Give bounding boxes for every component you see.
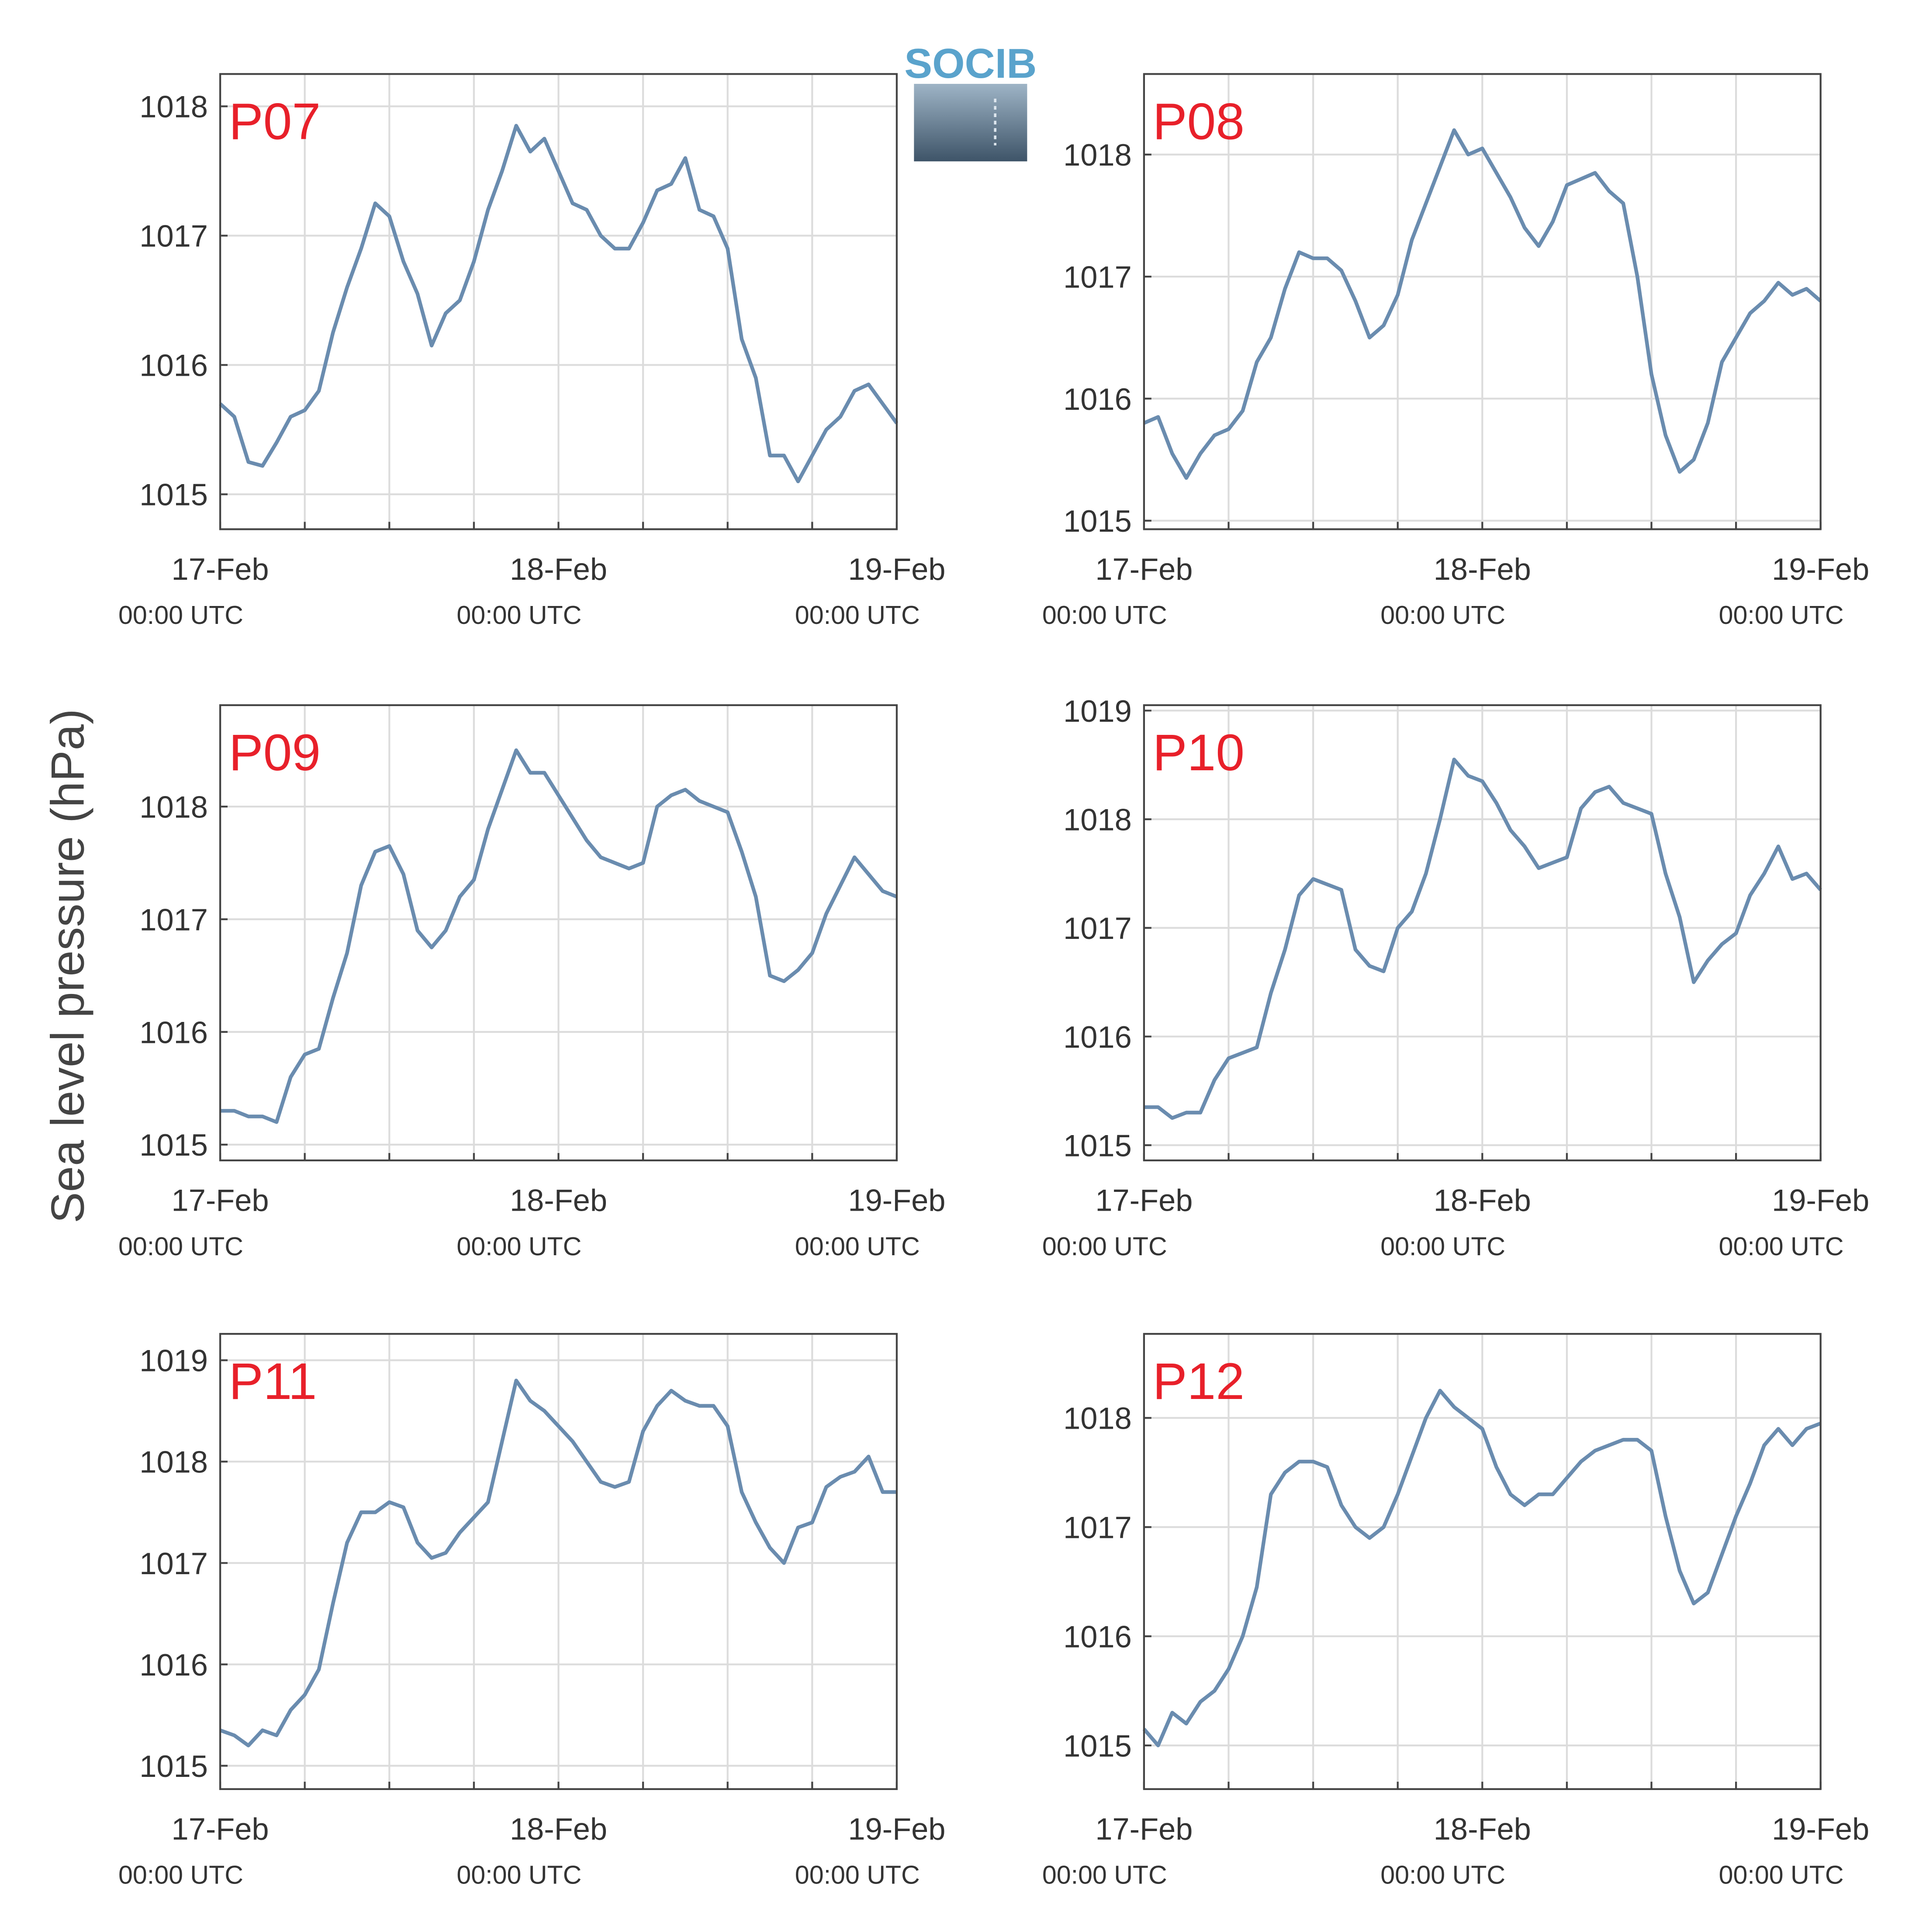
- x-tick-sublabel: 00:00 UTC: [118, 600, 243, 630]
- panel-title: P07: [229, 93, 321, 151]
- x-tick-label: 19-Feb: [1772, 552, 1869, 586]
- x-tick-sublabel: 00:00 UTC: [1380, 1860, 1505, 1890]
- x-tick-sublabel: 00:00 UTC: [795, 600, 920, 630]
- y-tick-label: 1016: [1063, 1619, 1132, 1654]
- y-tick-label: 1018: [139, 789, 208, 824]
- y-tick-label: 1016: [139, 348, 208, 383]
- data-line: [219, 1378, 897, 1748]
- panel-title: P12: [1153, 1353, 1245, 1410]
- x-tick-label: 17-Feb: [172, 1183, 269, 1217]
- y-tick-label: 1015: [1063, 1128, 1132, 1163]
- x-tick-sublabel: 00:00 UTC: [1042, 1860, 1167, 1890]
- y-tick-label: 1019: [1063, 694, 1132, 728]
- y-tick-label: 1017: [1063, 911, 1132, 945]
- logo: SOCIB: [904, 40, 1037, 162]
- x-tick-label: 18-Feb: [1434, 552, 1531, 586]
- x-tick-sublabel: 00:00 UTC: [1380, 600, 1505, 630]
- panel: 1015 1016 1017 1018 1019 17-Feb 00:00 UTC 18-Fe…: [1042, 694, 1869, 1261]
- x-tick-label: 18-Feb: [1434, 1183, 1531, 1217]
- y-tick-label: 1016: [1063, 1020, 1132, 1054]
- plot-frame: [1143, 704, 1822, 1162]
- panel: 1015 1016 1017 1018 17-Feb 00:00 UTC 18-Feb 00:…: [118, 73, 945, 630]
- x-tick-sublabel: 00:00 UTC: [1719, 600, 1844, 630]
- y-tick-label: 1017: [1063, 1510, 1132, 1545]
- data-line: [1142, 1388, 1822, 1748]
- y-tick-label: 1015: [139, 1128, 208, 1162]
- panel: 1015 1016 1017 1018 17-Feb 00:00 UTC 18-Feb 00:…: [118, 704, 945, 1261]
- x-tick-sublabel: 00:00 UTC: [795, 1232, 920, 1261]
- y-tick-label: 1015: [1063, 1728, 1132, 1763]
- x-tick-label: 19-Feb: [848, 1183, 945, 1217]
- x-tick-label: 18-Feb: [510, 1811, 607, 1846]
- x-tick-label: 17-Feb: [1095, 1811, 1193, 1846]
- plot-frame: [219, 704, 898, 1162]
- x-tick-sublabel: 00:00 UTC: [456, 1232, 581, 1261]
- data-line: [1143, 128, 1822, 480]
- x-tick-sublabel: 00:00 UTC: [118, 1860, 243, 1890]
- x-tick-label: 18-Feb: [1434, 1811, 1531, 1846]
- x-tick-sublabel: 00:00 UTC: [1042, 1232, 1167, 1261]
- x-tick-sublabel: 00:00 UTC: [1719, 1232, 1844, 1261]
- x-tick-label: 17-Feb: [172, 552, 269, 586]
- panel: 1015 1016 1017 1018 1019 17-Feb 00:00 UTC 18-Fe…: [118, 1333, 945, 1890]
- y-tick-label: 1017: [139, 219, 208, 253]
- x-tick-label: 19-Feb: [1772, 1183, 1869, 1217]
- y-tick-label: 1016: [139, 1648, 208, 1682]
- y-tick-label: 1017: [1063, 260, 1132, 294]
- panel-title: P10: [1153, 724, 1245, 782]
- x-tick-label: 19-Feb: [1772, 1811, 1869, 1846]
- x-tick-sublabel: 00:00 UTC: [1380, 1232, 1505, 1261]
- plot-frame: [1143, 73, 1822, 530]
- y-tick-label: 1016: [1063, 382, 1132, 416]
- y-tick-label: 1018: [139, 1445, 208, 1479]
- y-tick-label: 1017: [139, 902, 208, 937]
- x-tick-label: 17-Feb: [1095, 1183, 1193, 1217]
- x-tick-sublabel: 00:00 UTC: [1042, 600, 1167, 630]
- x-tick-sublabel: 00:00 UTC: [118, 1232, 243, 1261]
- y-tick-label: 1019: [139, 1343, 208, 1378]
- data-line: [220, 748, 898, 1124]
- panel-title: P09: [229, 724, 321, 782]
- logo-text: SOCIB: [904, 40, 1037, 87]
- y-tick-label: 1017: [139, 1546, 208, 1581]
- x-tick-label: 17-Feb: [172, 1811, 269, 1846]
- x-tick-sublabel: 00:00 UTC: [795, 1860, 920, 1890]
- x-tick-sublabel: 00:00 UTC: [456, 1860, 581, 1890]
- x-tick-label: 19-Feb: [848, 1811, 945, 1846]
- plot-frame: [1143, 1333, 1822, 1790]
- y-tick-label: 1018: [1063, 1401, 1132, 1436]
- y-tick-label: 1015: [139, 1749, 208, 1783]
- y-tick-label: 1015: [1063, 504, 1132, 538]
- plot-frame: [219, 73, 898, 530]
- data-line: [219, 124, 899, 484]
- y-axis-label: Sea level pressure (hPa): [41, 709, 93, 1223]
- y-tick-label: 1016: [139, 1015, 208, 1049]
- panel: 1015 1016 1017 1018 17-Feb 00:00 UTC 18-Feb 00:…: [1042, 1333, 1869, 1890]
- logo-graphic: [914, 83, 1027, 162]
- panel: 1015 1016 1017 1018 17-Feb 00:00 UTC 18-Feb 00:…: [1042, 73, 1869, 630]
- y-tick-label: 1018: [1063, 802, 1132, 837]
- x-tick-label: 18-Feb: [510, 552, 607, 586]
- x-tick-sublabel: 00:00 UTC: [456, 600, 581, 630]
- x-tick-sublabel: 00:00 UTC: [1719, 1860, 1844, 1890]
- data-line: [1144, 758, 1822, 1120]
- plot-frame: [219, 1333, 898, 1790]
- panel-title: P08: [1153, 93, 1245, 151]
- panel-title: P11: [229, 1353, 317, 1410]
- y-tick-label: 1018: [139, 90, 208, 124]
- x-tick-label: 19-Feb: [848, 552, 945, 586]
- y-tick-label: 1015: [139, 478, 208, 512]
- x-tick-label: 17-Feb: [1095, 552, 1193, 586]
- x-tick-label: 18-Feb: [510, 1183, 607, 1217]
- y-tick-label: 1018: [1063, 138, 1132, 172]
